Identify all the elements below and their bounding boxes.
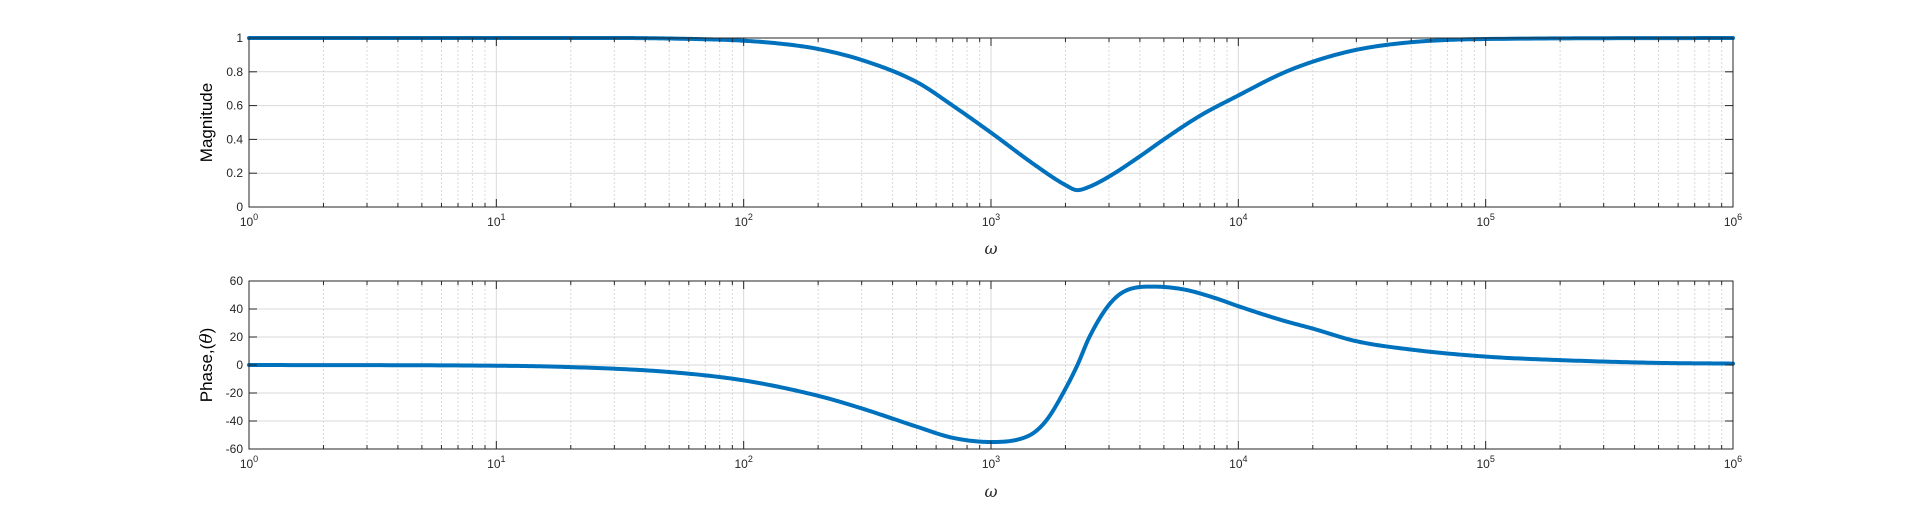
x-tick-label: 103 xyxy=(982,212,1000,229)
x-tick-label: 106 xyxy=(1724,212,1742,229)
y-tick-label: 0 xyxy=(236,200,243,214)
magnitude-xlabel: ω xyxy=(984,239,997,258)
magnitude-grid xyxy=(248,37,1734,208)
magnitude-series-line xyxy=(247,36,1735,193)
x-tick-label: 104 xyxy=(1229,212,1247,229)
magnitude-curve-group xyxy=(247,36,1735,193)
y-tick-label: -40 xyxy=(226,414,244,428)
phase-plot: 100 101 102 103 104 105 106 -60 -40 -20 0 20 40 60 Ph… xyxy=(197,274,1742,501)
y-tick-label: 0.6 xyxy=(226,99,243,113)
x-tick-label: 106 xyxy=(1724,454,1742,471)
y-tick-label: 0.4 xyxy=(226,132,243,146)
y-tick-label: -60 xyxy=(226,442,244,456)
x-tick-label: 105 xyxy=(1476,212,1494,229)
y-tick-label: 1 xyxy=(236,31,243,45)
phase-xlabel: ω xyxy=(984,482,997,501)
x-tick-label: 102 xyxy=(734,454,752,471)
y-tick-label: 60 xyxy=(230,274,244,288)
phase-ylabel-close: ) xyxy=(197,328,216,334)
y-tick-label: 40 xyxy=(230,302,244,316)
x-tick-label: 100 xyxy=(240,212,258,229)
x-tick-label: 105 xyxy=(1476,454,1494,471)
phase-series-line xyxy=(247,284,1735,444)
x-tick-label: 104 xyxy=(1229,454,1247,471)
x-tick-label: 101 xyxy=(487,454,505,471)
magnitude-ylabel: Magnitude xyxy=(197,83,216,162)
phase-ticks: 100 101 102 103 104 105 106 -60 -40 -20 0 20 40 60 xyxy=(226,274,1743,471)
y-tick-label: 20 xyxy=(230,330,244,344)
x-tick-label: 102 xyxy=(734,212,752,229)
phase-ylabel-symbol: θ xyxy=(197,333,217,343)
phase-curve-group xyxy=(247,284,1735,444)
x-tick-label: 100 xyxy=(240,454,258,471)
x-tick-label: 101 xyxy=(487,212,505,229)
x-tick-label: 103 xyxy=(982,454,1000,471)
magnitude-ticks: 100 101 102 103 104 105 106 0 0.2 0.4 0.6 0.8 1 xyxy=(226,31,1742,229)
phase-ylabel: Phase,(θ) xyxy=(197,328,217,403)
y-tick-label: 0.8 xyxy=(226,65,243,79)
y-tick-label: 0 xyxy=(236,358,243,372)
phase-ylabel-main: Phase,( xyxy=(197,343,216,402)
magnitude-plot: 100 101 102 103 104 105 106 0 0.2 0.4 0.6 0.8 1 Magn… xyxy=(197,31,1742,258)
y-tick-label: -20 xyxy=(226,386,244,400)
y-tick-label: 0.2 xyxy=(226,166,243,180)
